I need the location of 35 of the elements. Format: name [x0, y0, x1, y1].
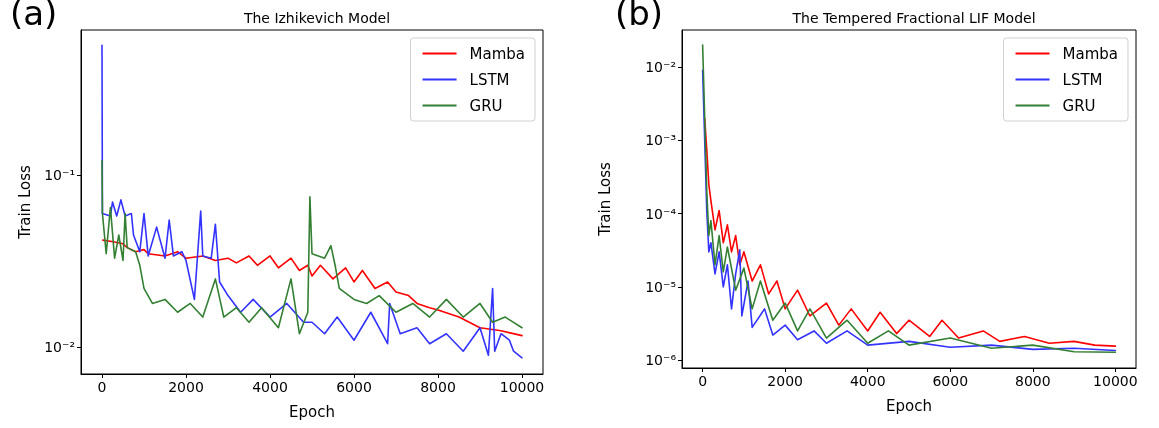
x-tick-label: 8000 — [1015, 373, 1051, 389]
y-tick-label: 10⁻³ — [645, 132, 676, 149]
legend-label: LSTM — [469, 70, 510, 89]
y-tick-label: 10⁻⁴ — [645, 205, 677, 222]
x-tick-label: 4000 — [849, 373, 886, 389]
x-tick-label: 6000 — [336, 379, 372, 395]
legend-label: Mamba — [469, 44, 526, 63]
x-axis-title: Epoch — [289, 402, 335, 421]
y-tick-label: 10⁻¹ — [44, 167, 75, 184]
legend-label: GRU — [1062, 96, 1096, 115]
line-series — [102, 239, 523, 337]
x-tick-label: 0 — [97, 379, 107, 395]
y-tick-label: 10⁻⁶ — [645, 352, 677, 369]
legend-label: Mamba — [1062, 44, 1119, 63]
x-tick-label: 10000 — [499, 379, 545, 395]
legend-label: LSTM — [1062, 70, 1103, 89]
chart-title: The Tempered Fractional LIF Model — [791, 10, 1036, 26]
x-tick-label: 2000 — [767, 373, 803, 389]
legend-label: GRU — [469, 96, 503, 115]
y-tick-label: 10⁻⁵ — [645, 278, 676, 295]
y-axis-title: Train Loss — [595, 161, 614, 237]
x-tick-label: 6000 — [932, 373, 969, 389]
chart-title: The Izhikevich Model — [242, 10, 391, 26]
line-series — [101, 44, 523, 359]
x-tick-label: 2000 — [168, 379, 204, 395]
y-tick-label: 10⁻² — [645, 59, 676, 76]
y-axis-title: Train Loss — [15, 164, 34, 240]
x-tick-label: 0 — [698, 373, 708, 389]
line-series — [101, 159, 523, 335]
x-axis-title: Epoch — [886, 396, 932, 415]
x-tick-label: 10000 — [1093, 373, 1138, 389]
x-tick-label: 4000 — [252, 379, 288, 395]
y-tick-label: 10⁻² — [44, 339, 75, 356]
x-tick-label: 8000 — [420, 379, 456, 395]
line-series — [703, 117, 1117, 347]
